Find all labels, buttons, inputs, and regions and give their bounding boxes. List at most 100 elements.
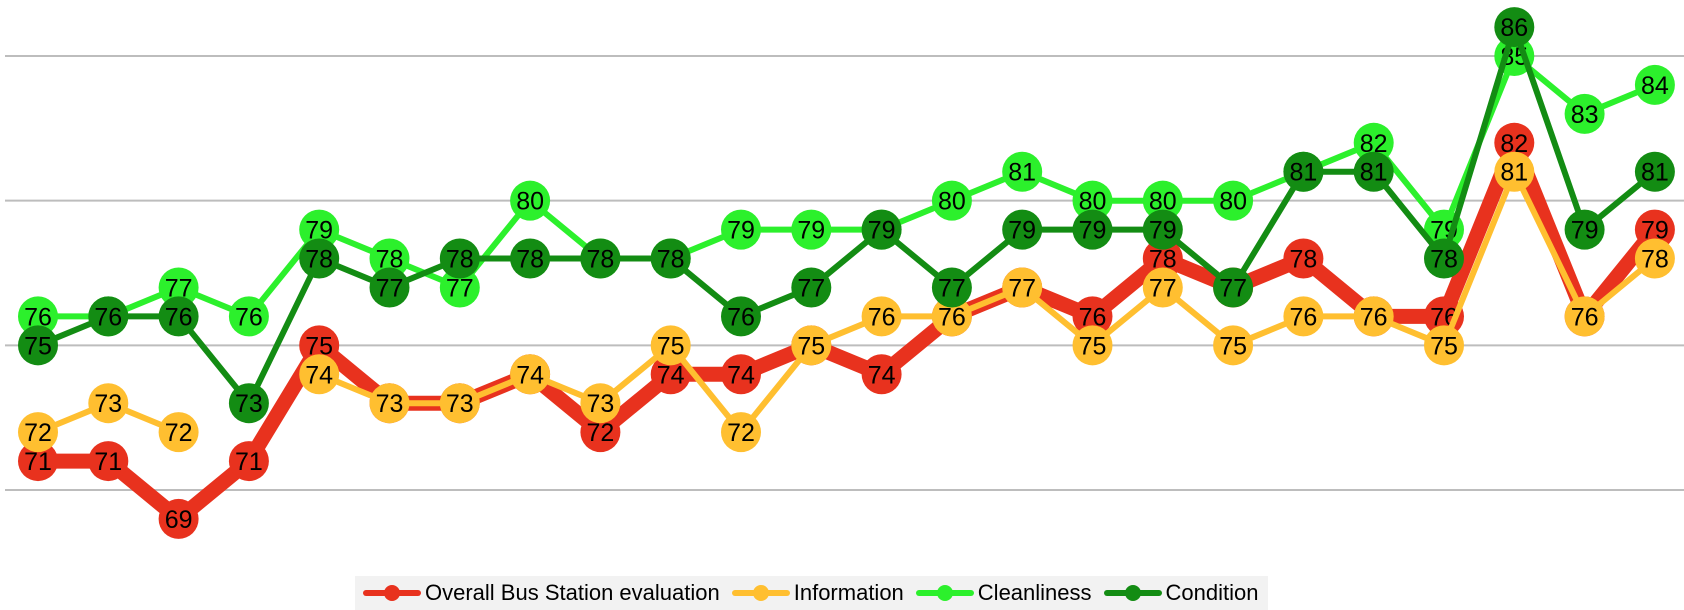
data-label: 75 <box>1079 332 1107 360</box>
data-point <box>791 267 832 308</box>
data-point <box>1142 238 1183 279</box>
data-label: 75 <box>1430 332 1458 360</box>
data-label: 74 <box>727 361 755 389</box>
data-point <box>369 383 410 424</box>
data-point <box>18 296 58 337</box>
data-label: 69 <box>165 506 193 534</box>
data-point <box>439 267 480 308</box>
data-point <box>1634 64 1675 105</box>
data-point <box>1353 296 1394 337</box>
data-label: 78 <box>1430 246 1458 274</box>
data-point <box>439 383 480 424</box>
data-point <box>88 441 129 482</box>
data-label: 75 <box>657 332 685 360</box>
data-point <box>158 296 199 337</box>
data-label: 80 <box>938 188 966 216</box>
data-point <box>1142 180 1183 221</box>
data-label: 72 <box>727 419 755 447</box>
data-label: 76 <box>235 303 263 331</box>
data-point <box>1072 296 1113 337</box>
data-point <box>931 296 972 337</box>
series-line <box>35 168 1658 436</box>
data-label: 78 <box>1641 246 1669 274</box>
legend-item-information[interactable]: Information <box>731 580 904 606</box>
legend-label-information: Information <box>793 580 904 605</box>
data-point <box>580 238 621 279</box>
data-label: 74 <box>305 361 333 389</box>
data-label: 76 <box>1289 303 1317 331</box>
data-label: 84 <box>1641 72 1669 100</box>
data-point <box>299 354 340 395</box>
data-point <box>1142 267 1183 308</box>
legend-item-overall[interactable]: Overall Bus Station evaluation <box>363 580 720 606</box>
data-label: 73 <box>446 390 474 418</box>
data-label: 81 <box>1500 159 1528 187</box>
data-label: 72 <box>586 419 614 447</box>
data-point <box>931 180 972 221</box>
data-label: 78 <box>1289 246 1317 274</box>
data-label: 76 <box>1360 303 1388 331</box>
data-point <box>1283 151 1324 192</box>
gridlines <box>5 55 1684 491</box>
data-point <box>1213 267 1254 308</box>
data-point <box>1283 238 1324 279</box>
legend-swatch-condition <box>1103 582 1162 604</box>
data-point <box>1002 209 1043 250</box>
legend-item-condition[interactable]: Condition <box>1103 580 1259 606</box>
data-label: 76 <box>727 303 755 331</box>
data-label: 79 <box>1079 217 1107 245</box>
legend-item-cleanliness[interactable]: Cleanliness <box>915 580 1092 606</box>
data-label: 78 <box>305 246 333 274</box>
data-label: 71 <box>94 448 122 476</box>
data-label: 74 <box>516 361 544 389</box>
data-point <box>299 325 340 366</box>
data-label: 78 <box>446 246 474 274</box>
data-label: 72 <box>165 419 193 447</box>
data-point <box>791 209 832 250</box>
data-label: 80 <box>1219 188 1247 216</box>
data-point <box>721 296 761 337</box>
data-label: 76 <box>1571 303 1599 331</box>
data-point <box>18 441 58 482</box>
data-point <box>18 412 58 453</box>
data-label: 75 <box>1219 332 1247 360</box>
data-point <box>1494 122 1535 163</box>
data-label: 73 <box>94 390 122 418</box>
data-point <box>1142 209 1183 250</box>
data-point <box>650 325 691 366</box>
data-label: 76 <box>165 303 193 331</box>
legend-swatch-overall <box>363 582 421 604</box>
data-label: 71 <box>235 448 263 476</box>
data-point <box>158 267 199 308</box>
data-point <box>228 296 269 337</box>
legend-label-cleanliness: Cleanliness <box>977 580 1092 605</box>
legend-swatch-cleanliness <box>915 582 974 604</box>
data-point <box>1564 296 1605 337</box>
data-point <box>1424 238 1464 279</box>
data-point <box>158 412 199 453</box>
data-point <box>791 325 832 366</box>
data-point <box>88 383 129 424</box>
data-label: 79 <box>797 217 825 245</box>
data-label: 77 <box>1149 274 1177 302</box>
data-point <box>88 296 129 337</box>
data-label: 75 <box>24 332 52 360</box>
data-point <box>18 325 58 366</box>
data-label: 74 <box>868 361 896 389</box>
data-point <box>721 354 761 395</box>
data-point <box>1002 151 1043 192</box>
data-point <box>510 180 551 221</box>
data-point <box>861 296 902 337</box>
data-point <box>580 412 621 453</box>
data-point <box>1424 325 1464 366</box>
data-point <box>228 383 269 424</box>
data-point <box>1564 93 1605 134</box>
data-point <box>158 498 199 539</box>
legend-swatch-information <box>731 582 790 604</box>
data-label: 79 <box>1008 217 1036 245</box>
data-point <box>1353 151 1394 192</box>
data-point <box>650 238 691 279</box>
data-point <box>1283 296 1324 337</box>
legend-label-condition: Condition <box>1165 580 1259 605</box>
